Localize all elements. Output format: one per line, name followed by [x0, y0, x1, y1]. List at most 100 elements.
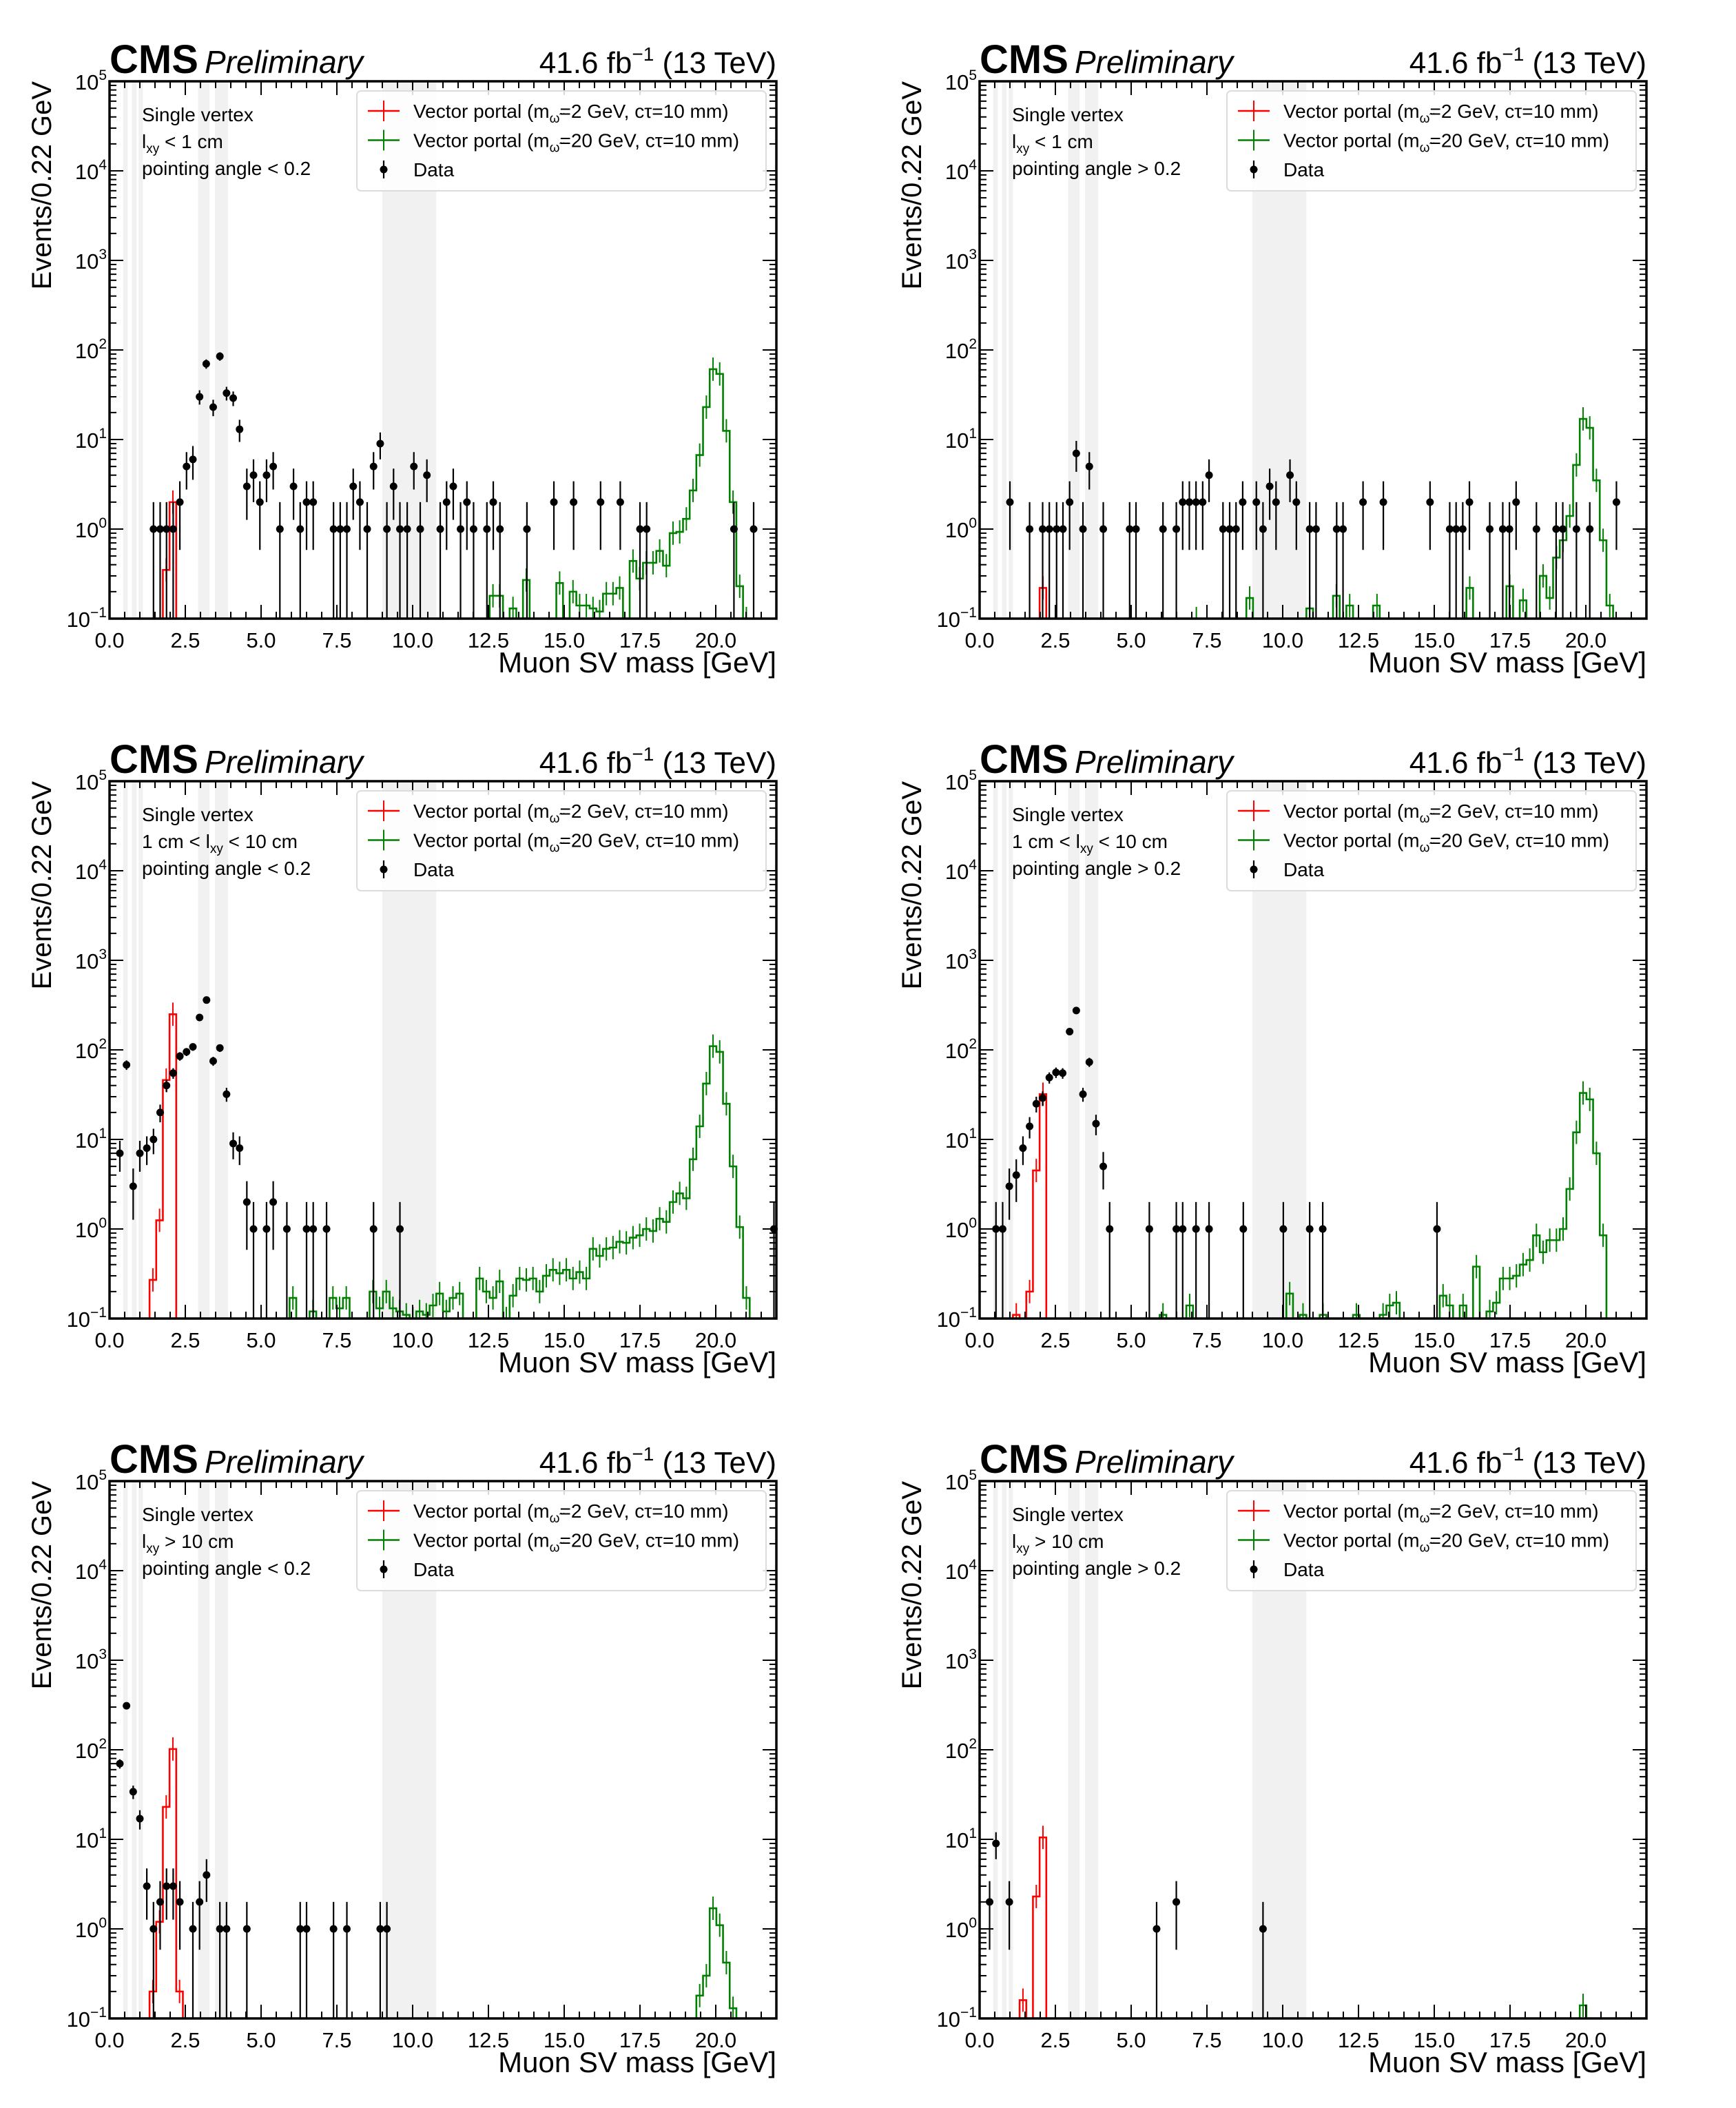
lumi-value: 41.6 fb [539, 1446, 632, 1480]
histogram-panel: 0.0 2.5 5.0 7.5 10.0 12.5 15.0 17.5 20.0 10−1 100 1… [870, 1400, 1736, 2100]
data-point [643, 525, 651, 533]
data-point [1185, 498, 1193, 506]
data-point [1053, 525, 1061, 533]
text-span: Vector portal (m [413, 1500, 550, 1522]
data-point [169, 1069, 177, 1077]
y-axis-label: Events/0.22 GeV [897, 781, 927, 990]
data-point [992, 1225, 1000, 1233]
masked-region [1085, 81, 1099, 619]
masked-region [138, 781, 143, 1319]
x-axis-label: Muon SV mass [GeV] [498, 2046, 776, 2078]
x-tick-label: 15.0 [1414, 2028, 1455, 2052]
text-span: =20 GeV, cτ=10 mm) [559, 830, 739, 851]
data-point [1259, 525, 1267, 533]
y-tick-exponent: −1 [960, 2005, 977, 2021]
data-point [1005, 1182, 1013, 1190]
data-point [136, 1149, 144, 1157]
data-point [1433, 1225, 1441, 1233]
x-tick-label: 0.0 [94, 2028, 124, 2052]
data-point [616, 498, 624, 506]
masked-region [132, 1481, 137, 2018]
selection-line-2: 1 cm < lxy < 10 cm [1012, 831, 1168, 856]
data-point [302, 1225, 311, 1233]
data-point [1153, 1925, 1161, 1933]
text-span: =20 GeV, cτ=10 mm) [559, 130, 739, 152]
legend: Vector portal (mω̃=2 GeV, cτ=10 mm)Vecto… [1226, 790, 1637, 891]
data-point [483, 525, 491, 533]
x-tick-label: 10.0 [392, 1328, 433, 1352]
y-tick-base: 10 [945, 1560, 969, 1584]
data-point [309, 1225, 318, 1233]
data-point [216, 1044, 224, 1052]
data-point [523, 525, 531, 533]
preliminary-label: Preliminary [1075, 744, 1235, 780]
y-tick-label: 105 [945, 1467, 977, 1494]
data-point [1012, 1171, 1020, 1179]
x-tick-label: 5.0 [246, 1328, 276, 1352]
y-axis-label: Events/0.22 GeV [897, 1481, 927, 1690]
masked-region [1009, 781, 1013, 1319]
y-tick-label: 10−1 [937, 1305, 977, 1332]
y-tick-exponent: −1 [90, 2005, 107, 2021]
y-tick-label: 100 [945, 1215, 977, 1242]
y-tick-base: 10 [945, 860, 969, 884]
histogram-panel: 0.0 2.5 5.0 7.5 10.0 12.5 15.0 17.5 20.0 10−1 100 1… [870, 700, 1736, 1400]
data-point [249, 1225, 258, 1233]
y-tick-base: 10 [75, 70, 99, 94]
x-axis-label: Muon SV mass [GeV] [1368, 646, 1646, 679]
data-point [1305, 1225, 1314, 1233]
y-tick-exponent: 4 [99, 857, 107, 873]
data-point [1159, 525, 1167, 533]
x-tick-label: 10.0 [1262, 628, 1303, 652]
x-tick-label: 17.5 [1489, 1328, 1531, 1352]
legend: Vector portal (mω̃=2 GeV, cτ=10 mm)Vecto… [356, 790, 767, 891]
data-point [183, 462, 191, 471]
selection-line-3: pointing angle > 0.2 [1012, 858, 1181, 879]
text-span: =2 GeV, cτ=10 mm) [559, 800, 728, 822]
x-tick-label: 10.0 [392, 628, 433, 652]
data-point [156, 1898, 164, 1906]
x-tick-label: 0.0 [964, 628, 994, 652]
data-point [296, 1925, 304, 1933]
data-point [1219, 525, 1227, 533]
y-tick-label: 104 [75, 857, 107, 884]
text-span: Vector portal (m [413, 130, 550, 152]
y-tick-label: 101 [75, 1826, 107, 1852]
selection-line-2: 1 cm < lxy < 10 cm [142, 831, 298, 856]
y-axis-label: Events/0.22 GeV [897, 81, 927, 290]
selection-line-3: pointing angle > 0.2 [1012, 158, 1181, 179]
y-tick-base: 10 [75, 160, 99, 184]
data-point [550, 498, 558, 506]
data-point [1205, 471, 1213, 479]
data-point [1612, 498, 1620, 506]
subscript: xy [1016, 142, 1030, 156]
subscript: xy [146, 142, 160, 156]
data-point [383, 525, 391, 533]
legend-label: Vector portal (mω̃=20 GeV, cτ=10 mm) [413, 1530, 739, 1556]
x-tick-label: 20.0 [1565, 2028, 1606, 2052]
y-tick-base: 10 [75, 1828, 99, 1852]
preliminary-label: Preliminary [205, 44, 365, 80]
legend-box [356, 90, 767, 192]
data-point [570, 498, 578, 506]
y-tick-exponent: 2 [99, 1036, 107, 1052]
data-point [302, 498, 311, 506]
data-point [129, 1788, 137, 1796]
data-point [223, 389, 231, 397]
text-span: Vector portal (m [413, 830, 550, 851]
data-point [1239, 498, 1247, 506]
y-tick-exponent: 3 [969, 247, 977, 262]
data-point [1512, 498, 1520, 506]
lumi-exponent: −1 [632, 43, 654, 65]
data-point [242, 1198, 251, 1206]
legend-entry-signal-2gev: Vector portal (mω̃=2 GeV, cτ=10 mm) [1238, 1500, 1599, 1526]
masked-region [1068, 781, 1080, 1319]
y-tick-base: 10 [75, 1739, 99, 1763]
data-point [256, 498, 264, 506]
lumi-exponent: −1 [632, 1443, 654, 1465]
selection-line-3: pointing angle < 0.2 [142, 158, 311, 179]
x-tick-label: 7.5 [1192, 2028, 1221, 2052]
text-span: =2 GeV, cτ=10 mm) [1429, 1500, 1598, 1522]
y-tick-label: 102 [75, 1736, 107, 1763]
y-tick-base: 10 [67, 608, 90, 632]
